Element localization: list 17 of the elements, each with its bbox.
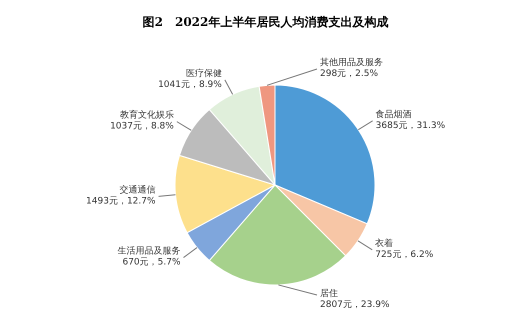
slice-label: 教育文化娱乐 — [120, 110, 174, 121]
data-label: 298元，2.5% — [320, 68, 378, 79]
data-label: 1493元，12.7% — [86, 195, 156, 206]
data-label: 670元，5.7% — [122, 256, 181, 268]
data-label: 1041元，8.9% — [158, 78, 222, 90]
slice-label: 医疗保健 — [186, 68, 222, 79]
data-label: 1037元，8.8% — [110, 120, 174, 132]
slice-label: 居住 — [320, 288, 338, 299]
slice-label: 生活用品及服务 — [118, 246, 181, 257]
data-label: 2807元，23.9% — [320, 299, 390, 310]
slice-label: 衣着 — [375, 238, 394, 249]
data-label: 725元，6.2% — [375, 248, 434, 260]
chart-title: 图2 2022年上半年居民人均消费支出及构成 — [142, 14, 390, 31]
data-label: 3685元，31.3% — [376, 120, 446, 131]
slice-label: 食品烟酒 — [376, 108, 412, 120]
slice-label: 交通通信 — [120, 184, 156, 196]
slice-label: 其他用品及服务 — [320, 57, 383, 68]
